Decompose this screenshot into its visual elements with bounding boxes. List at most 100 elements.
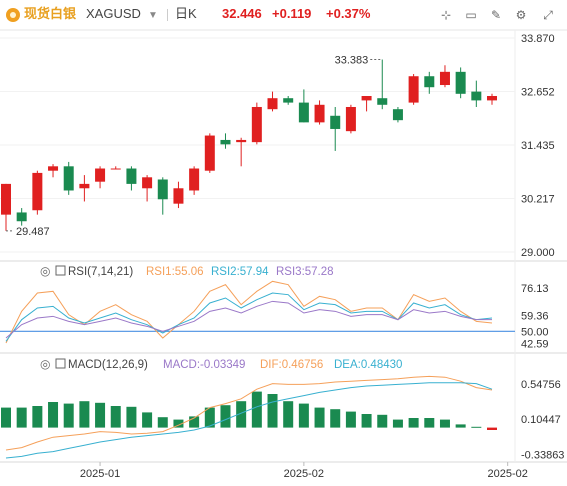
date-tick-label: 2025-01 <box>80 468 120 480</box>
candle-body <box>251 106 262 143</box>
macd-bar <box>126 406 137 428</box>
rsi-tick-label: 42.59 <box>521 339 549 351</box>
candle-body <box>157 179 168 200</box>
fullscreen-icon[interactable]: ⤢ <box>543 8 553 22</box>
macd-bar <box>298 403 309 428</box>
candle-body <box>471 91 482 101</box>
dea-line <box>5 382 493 459</box>
rsi-title: RSI(7,14,21) <box>68 266 133 278</box>
macd-bar <box>142 412 153 428</box>
macd-bar <box>361 414 372 428</box>
rsi-series-line <box>5 280 493 344</box>
price-tick-label: 30.217 <box>521 194 555 206</box>
macd-value-label: MACD:-0.03349 <box>163 359 245 371</box>
macd-bar <box>110 406 121 428</box>
macd-bar <box>16 407 27 428</box>
candle-body <box>345 106 356 132</box>
dea-label: DEA:0.48430 <box>334 359 402 371</box>
rsi-tick-label: 59.36 <box>521 311 549 323</box>
macd-bar <box>439 419 450 428</box>
rsi-tick-label: 50.00 <box>521 326 549 338</box>
candle-body <box>377 98 388 105</box>
macd-bar <box>251 391 262 428</box>
divider <box>167 9 168 21</box>
macd-title: MACD(12,26,9) <box>68 359 148 371</box>
candle-body <box>283 98 294 103</box>
rsi3-label: RSI3:57.28 <box>276 266 334 278</box>
macd-bar <box>204 407 215 428</box>
candle-body <box>204 135 215 171</box>
checkbox-icon <box>55 265 66 276</box>
candle-body <box>142 177 153 189</box>
rsi-tick-label: 76.13 <box>521 283 549 295</box>
macd-bar <box>220 405 231 428</box>
macd-bar <box>48 402 59 428</box>
macd-bar <box>392 419 403 428</box>
macd-bar <box>236 401 247 428</box>
candle-body <box>236 139 247 143</box>
candle-body <box>314 104 325 123</box>
candle-body <box>110 168 121 170</box>
price-change-pct: +0.37% <box>326 6 371 21</box>
macd-bar <box>189 416 200 428</box>
price-tick-label: 31.435 <box>521 140 555 152</box>
date-tick-label: 2025-02 <box>284 468 324 480</box>
macd-bar <box>471 426 482 428</box>
rsi-series-line <box>5 300 492 339</box>
macd-bar <box>63 403 74 428</box>
macd-bar <box>455 424 466 428</box>
brand-label[interactable]: 现货白银 <box>24 6 77 21</box>
settings-icon[interactable]: ⚙ <box>515 8 527 22</box>
chevron-down-icon[interactable]: ▼ <box>148 10 158 21</box>
candle-body <box>424 76 435 88</box>
candle-body <box>1 183 11 215</box>
candle-body <box>16 212 27 222</box>
macd-bar <box>157 417 168 428</box>
high-price-label: 33.383 <box>335 55 369 67</box>
macd-bar <box>95 402 106 428</box>
macd-tick-label: 0.54756 <box>521 379 561 391</box>
rsi2-label: RSI2:57.94 <box>211 266 269 278</box>
macd-bar <box>267 394 278 428</box>
rsi-series-line <box>5 292 493 342</box>
macd-bar <box>424 418 435 428</box>
macd-bar <box>408 418 419 428</box>
rsi1-label: RSI1:55.06 <box>146 266 204 278</box>
checkbox-icon <box>55 358 66 369</box>
macd-bar <box>314 407 325 428</box>
candle-body <box>63 166 74 191</box>
candle-body <box>173 188 184 204</box>
symbol-selector[interactable]: XAGUSD <box>86 6 141 21</box>
silver-logo-icon <box>6 8 20 22</box>
candle-body <box>439 71 450 86</box>
candle-body <box>48 166 59 171</box>
dif-label: DIF:0.46756 <box>260 359 323 371</box>
macd-bar <box>330 409 341 428</box>
draw-icon[interactable]: ✎ <box>490 8 502 22</box>
macd-bar <box>345 411 356 428</box>
macd-bar <box>32 406 43 428</box>
candle-body <box>32 172 43 211</box>
candle-body <box>455 71 466 94</box>
eye-icon: ◎ <box>40 264 50 278</box>
crosshair-icon[interactable]: ⊹ <box>440 8 452 22</box>
candle-body <box>220 139 231 145</box>
price-tick-label: 33.870 <box>521 33 555 45</box>
candle-body <box>487 96 497 101</box>
low-price-label: 29.487 <box>16 226 50 238</box>
period-selector[interactable]: 日K <box>175 6 197 21</box>
candle-body <box>298 102 309 123</box>
macd-tick-label: 0.10447 <box>521 414 561 426</box>
macd-bar <box>283 401 294 428</box>
macd-bar <box>173 419 184 428</box>
candle-body <box>361 96 372 101</box>
candle-body <box>330 115 341 129</box>
candle-body <box>95 168 106 182</box>
dif-line <box>5 375 493 451</box>
candle-body <box>408 76 419 103</box>
price-change: +0.119 <box>272 6 312 21</box>
price-tick-label: 29.000 <box>521 247 555 259</box>
ruler-icon[interactable]: ▭ <box>465 8 477 22</box>
eye-icon: ◎ <box>40 357 50 371</box>
